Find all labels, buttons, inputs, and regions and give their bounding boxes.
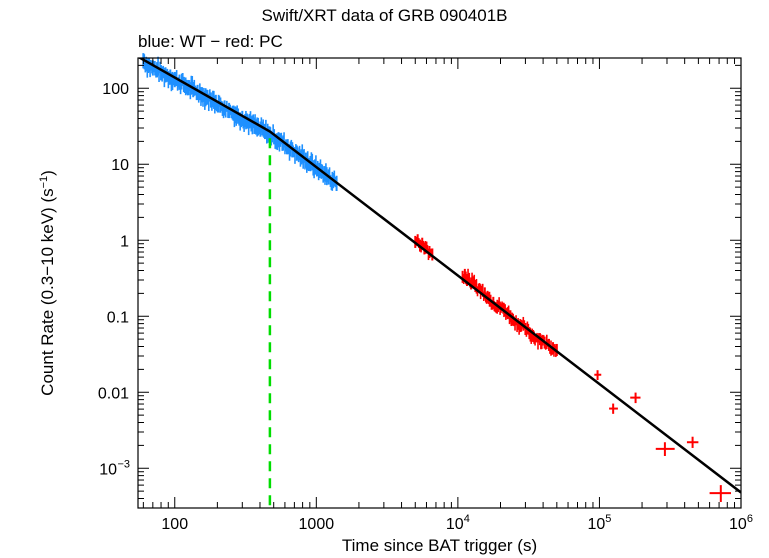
y-tick-label: 0.1: [107, 309, 129, 326]
x-tick-label: 100: [161, 516, 188, 533]
x-tick-label: 104: [446, 513, 470, 533]
y-tick-label: 10: [111, 157, 129, 174]
y-axis-label: Count Rate (0.3−10 keV) (s−1): [38, 170, 57, 396]
plot-frame: [137, 57, 742, 509]
wt-series: [142, 53, 338, 192]
y-tick-label: 1: [120, 233, 129, 250]
x-tick-label: 106: [729, 513, 753, 533]
x-axis-label: Time since BAT trigger (s): [341, 536, 538, 555]
model-fit-line: [138, 58, 741, 494]
y-tick-label: 100: [102, 81, 129, 98]
pc-late-series: [594, 370, 732, 502]
y-tick-label: 10−3: [99, 458, 130, 478]
chart-title: Swift/XRT data of GRB 090401B: [261, 6, 508, 25]
x-tick-label: 1000: [299, 516, 335, 533]
chart-subtitle: blue: WT − red: PC: [138, 32, 283, 51]
x-tick-label: 105: [587, 513, 611, 533]
y-tick-label: 0.01: [98, 385, 129, 402]
